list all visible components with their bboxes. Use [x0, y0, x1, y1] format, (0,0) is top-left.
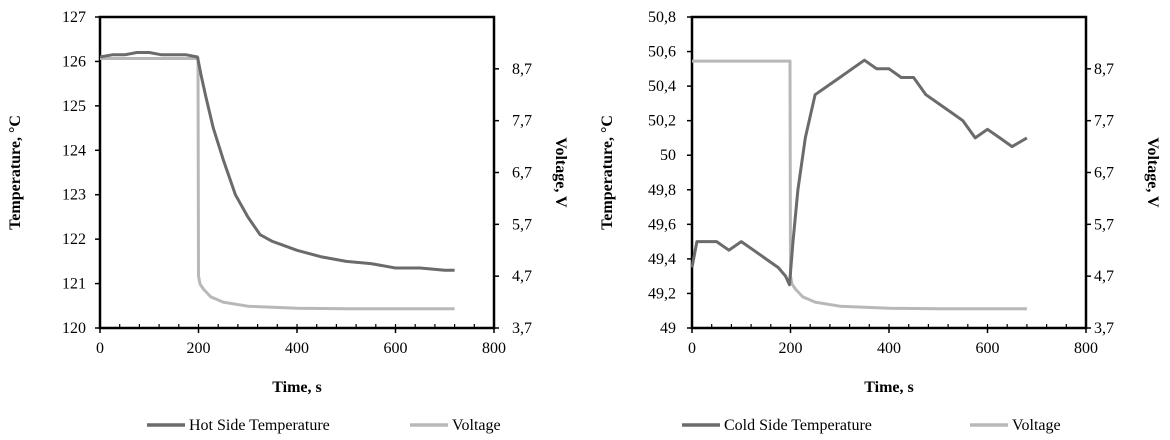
y2-axis-label: Voltage, V — [552, 137, 569, 208]
y-tick-label: 121 — [62, 276, 86, 293]
y-tick-label: 49,8 — [648, 182, 676, 199]
series-line-cold-side-temperature — [690, 58, 1028, 287]
y2-tick-label: 4,7 — [512, 268, 532, 285]
chart-2: 0 200 400 600 800 49 49,2 49,4 49,6 49,8 50 50,2 50,… — [599, 9, 1161, 434]
y-tick-label: 124 — [62, 142, 86, 159]
x-tick-label: 0 — [96, 340, 104, 357]
y-tick-label: 50 — [660, 147, 676, 164]
y-tick-label: 123 — [62, 187, 86, 204]
y-tick-label: 50,6 — [648, 44, 676, 61]
plot-frame — [690, 15, 1088, 330]
legend-label: Hot Side Temperature — [189, 417, 330, 434]
y-tick-label: 50,2 — [648, 113, 676, 130]
series-line-hot-side-temperature — [99, 51, 455, 272]
y-tick-label: 49,2 — [648, 285, 676, 302]
y2-tick-label: 8,7 — [512, 61, 532, 78]
y2-tick-label: 5,7 — [512, 216, 532, 233]
series-line-voltage — [100, 57, 455, 311]
series-line-voltage — [692, 59, 1027, 311]
y2-tick-label: 3,7 — [1094, 320, 1114, 337]
x-axis-label: Time, s — [864, 379, 913, 396]
y-tick-label: 120 — [62, 320, 86, 337]
x-tick-label: 200 — [779, 340, 803, 357]
y2-tick-label: 7,7 — [1094, 113, 1114, 130]
x-tick-label: 200 — [187, 340, 211, 357]
x-tick-label: 800 — [482, 340, 506, 357]
x-tick-label: 600 — [976, 340, 1000, 357]
y2-tick-label: 6,7 — [512, 165, 532, 182]
y-tick-label: 122 — [62, 231, 86, 248]
chart-1: 0 200 400 600 800 120 121 122 123 124 125 126 127 3,7… — [7, 9, 569, 434]
x-tick-label: 0 — [688, 340, 696, 357]
x-tick-label: 600 — [384, 340, 408, 357]
y-tick-label: 126 — [62, 53, 86, 70]
y2-tick-label: 5,7 — [1094, 216, 1114, 233]
y2-tick-label: 3,7 — [512, 320, 532, 337]
y-tick-label: 50,8 — [648, 9, 676, 26]
legend-label: Voltage — [1012, 417, 1061, 434]
y-tick-label: 49 — [660, 320, 676, 337]
legend-label: Voltage — [452, 417, 501, 434]
legend-label: Cold Side Temperature — [724, 417, 872, 434]
y-tick-label: 127 — [62, 9, 86, 26]
y-tick-label: 49,6 — [648, 216, 676, 233]
x-tick-label: 400 — [877, 340, 901, 357]
x-tick-label: 800 — [1074, 340, 1098, 357]
y2-tick-label: 4,7 — [1094, 268, 1114, 285]
x-axis-label: Time, s — [272, 379, 321, 396]
y-tick-label: 125 — [62, 98, 86, 115]
x-tick-label: 400 — [285, 340, 309, 357]
y-axis-label: Temperature, °C — [7, 115, 24, 230]
y2-axis-label: Voltage, V — [1144, 137, 1161, 208]
y-tick-label: 49,4 — [648, 251, 676, 268]
plot-frame — [98, 15, 496, 330]
y2-tick-label: 6,7 — [1094, 165, 1114, 182]
y-axis-label: Temperature, °C — [599, 115, 616, 230]
y2-tick-label: 7,7 — [512, 113, 532, 130]
y-tick-label: 50,4 — [648, 78, 676, 95]
y2-tick-label: 8,7 — [1094, 61, 1114, 78]
